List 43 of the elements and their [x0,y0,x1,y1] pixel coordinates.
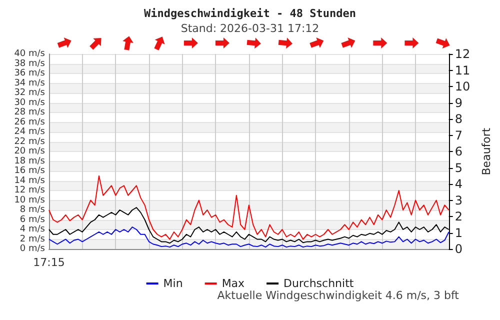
y-tick-label: 10 m/s [14,195,46,206]
y-tick-label: 38 m/s [14,58,46,69]
y2-axis-title: Beaufort [480,127,493,176]
y2-tick-label: 4 [454,177,462,191]
y-tick-label: 0 m/s [20,244,46,254]
y-tick-label: 22 m/s [14,136,46,147]
y-tick-label: 40 m/s [14,49,46,59]
y2-tick-label: 7 [454,128,462,142]
chart-subtitle: Stand: 2026-03-31 17:12 [180,22,320,35]
legend-label: Durchschnitt [284,277,354,290]
y-tick-label: 30 m/s [14,98,46,108]
y2-tick-label: 1 [454,226,462,240]
y2-tick-label: 5 [454,160,462,175]
legend-label: Min [163,277,183,290]
y2-tick-label: 8 [454,112,462,126]
legend-label: Max [222,277,246,290]
y-tick-label: 2 m/s [20,234,46,244]
y-tick-label: 28 m/s [14,108,46,118]
x-tick-label: 17:15 [33,256,65,269]
y2-tick-label: 2 [454,210,462,224]
y-tick-label: 6 m/s [20,214,46,225]
text: Aktuelle Windgeschwindigkeit 4.6 m/s, 3 bft [217,289,460,302]
line-series [48,175,450,240]
y2-tick-label: 0 [454,242,462,256]
y2-tick-label: 6 [454,144,462,158]
y-tick-label: 26 m/s [14,117,46,128]
y2-tick-label: 12 [454,47,470,61]
y2-tick-label: 9 [454,96,462,110]
chart-title: Windgeschwindigkeit - 48 Stunden [144,7,356,20]
y-tick-label: 34 m/s [14,78,46,88]
y-tick-label: 16 m/s [14,166,46,176]
y-tick-label: 20 m/s [14,146,46,156]
y2-tick-label: 3 [454,193,462,208]
y-tick-label: 8 m/s [20,205,46,215]
y-tick-label: 24 m/s [14,127,46,137]
y-tick-label: 4 m/s [20,224,46,234]
y2-tick-label: 10 [454,80,470,94]
y-tick-label: 18 m/s [14,156,46,166]
y-tick-label: 14 m/s [14,176,46,186]
y-tick-label: 12 m/s [14,186,46,196]
y-tick-label: 32 m/s [14,88,46,98]
y2-tick-label: 11 [454,63,470,78]
y-tick-label: 36 m/s [14,68,46,78]
